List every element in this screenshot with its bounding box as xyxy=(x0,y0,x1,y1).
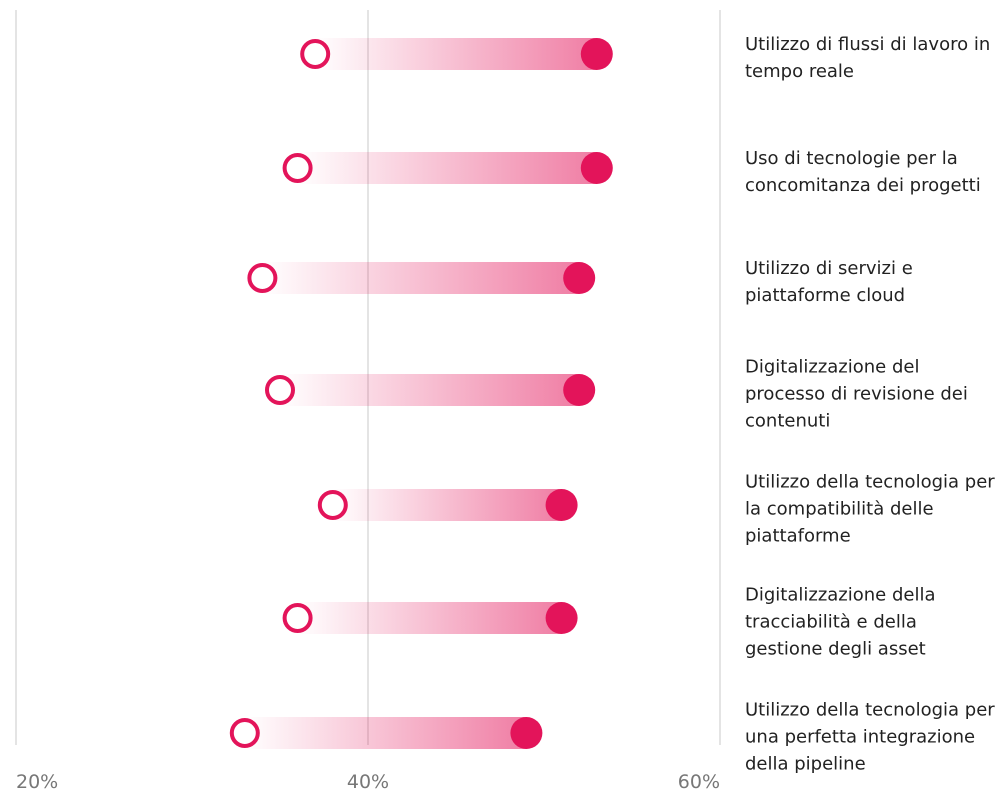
range-bar xyxy=(280,374,580,406)
category-label: Utilizzo di flussi di lavoro in tempo re… xyxy=(745,34,991,82)
end-dot xyxy=(563,374,596,406)
start-dot xyxy=(282,153,313,183)
x-tick-label: 40% xyxy=(347,771,389,793)
category-label: Utilizzo della tecnologia per la compati… xyxy=(745,471,995,547)
start-dot xyxy=(282,603,313,633)
range-bar xyxy=(297,152,597,184)
range-bar xyxy=(297,602,562,634)
range-bar xyxy=(244,717,527,749)
end-dot xyxy=(545,489,578,521)
range-bar xyxy=(262,262,580,294)
end-dot xyxy=(580,152,613,184)
start-dot xyxy=(317,490,348,520)
category-label: Utilizzo di servizi e piattaforme cloud xyxy=(745,258,913,306)
start-dot xyxy=(265,375,295,405)
end-dot xyxy=(545,602,578,634)
end-dot xyxy=(580,38,613,70)
category-label: Utilizzo della tecnologia per una perfet… xyxy=(745,699,995,775)
category-label: Uso di tecnologie per la concomitanza de… xyxy=(745,148,981,196)
x-tick-label: 60% xyxy=(678,771,720,793)
category-label: Digitalizzazione del processo di revisio… xyxy=(745,356,968,432)
start-dot xyxy=(229,718,260,748)
end-dot xyxy=(563,262,596,294)
x-tick-label: 20% xyxy=(16,771,58,793)
start-dot xyxy=(300,39,331,69)
range-bar xyxy=(332,489,562,521)
category-label: Digitalizzazione della tracciabilità e d… xyxy=(745,584,936,660)
range-bar xyxy=(315,38,597,70)
end-dot xyxy=(510,717,543,749)
start-dot xyxy=(247,263,278,293)
